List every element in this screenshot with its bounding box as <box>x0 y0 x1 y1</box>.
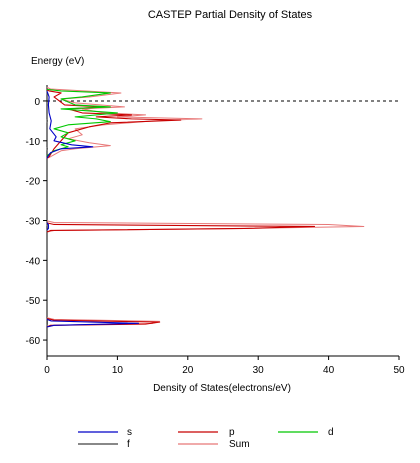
y-tick-label: -10 <box>26 137 41 148</box>
legend: s p d f Sum <box>78 427 334 450</box>
x-tick-label: 0 <box>44 365 50 376</box>
series-line-d <box>46 88 118 157</box>
series-line-s <box>46 91 140 328</box>
legend-label-f: f <box>127 439 130 450</box>
y-tick-label: -60 <box>26 336 41 347</box>
legend-label-p: p <box>229 427 235 438</box>
x-tick-label: 40 <box>323 365 335 376</box>
y-tick-label: -20 <box>26 177 41 188</box>
legend-label-s: s <box>127 427 132 438</box>
x-tick-label: 10 <box>112 365 124 376</box>
y-axis-label: Energy (eV) <box>31 56 84 67</box>
x-tick-label: 20 <box>182 365 194 376</box>
series-line-p <box>46 88 316 328</box>
y-tick-label: -30 <box>26 217 41 228</box>
chart-title: CASTEP Partial Density of States <box>148 9 313 21</box>
legend-label-d: d <box>328 427 334 438</box>
x-tick-label: 30 <box>253 365 265 376</box>
y-tick-label: -40 <box>26 256 41 267</box>
plot-area: 0 -10 -20 -30 -40 -50 -60 0 10 20 30 40 50 <box>26 85 405 376</box>
legend-label-sum: Sum <box>229 439 250 450</box>
x-axis-label: Density of States(electrons/eV) <box>153 383 291 394</box>
y-tick-label: -50 <box>26 296 41 307</box>
x-tick-label: 50 <box>393 365 405 376</box>
y-tick-label: 0 <box>34 97 40 108</box>
